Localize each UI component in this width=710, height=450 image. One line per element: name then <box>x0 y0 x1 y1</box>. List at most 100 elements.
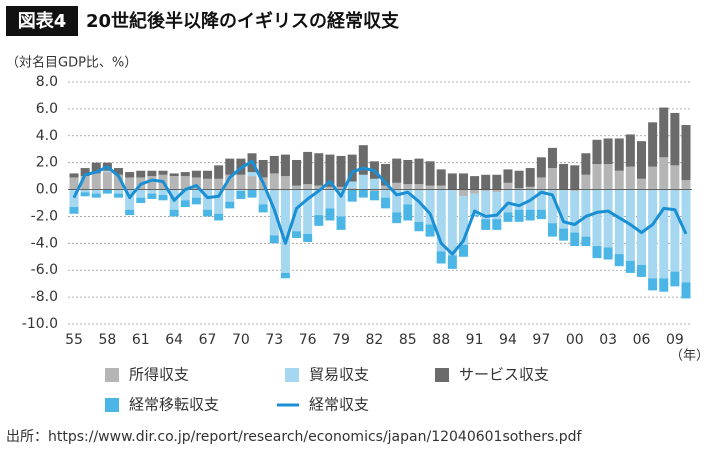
legend-label: 所得収支 <box>129 366 189 384</box>
bar <box>536 177 546 190</box>
bar <box>325 186 335 190</box>
bar <box>114 168 124 175</box>
bar <box>614 254 624 267</box>
bar <box>514 170 524 189</box>
bar <box>414 189 424 222</box>
bar <box>514 209 524 222</box>
bar <box>625 260 635 273</box>
bar <box>614 138 624 171</box>
y-tick-label: 6.0 <box>36 101 58 117</box>
bar <box>314 153 324 186</box>
bar <box>358 174 368 190</box>
bar <box>559 164 569 190</box>
bar <box>636 264 646 277</box>
bar <box>670 165 680 190</box>
bar <box>503 182 513 190</box>
x-tick-label: 85 <box>399 332 417 348</box>
bar <box>180 172 190 177</box>
bar <box>481 174 491 190</box>
bar <box>292 231 302 238</box>
bar <box>547 189 557 224</box>
bar <box>347 181 357 189</box>
bar <box>147 189 157 194</box>
legend-marker <box>105 368 119 382</box>
y-tick-label: -6.0 <box>31 262 58 278</box>
bar <box>125 189 135 210</box>
bar <box>114 193 124 198</box>
bar <box>114 189 124 194</box>
bar <box>325 189 335 209</box>
bar <box>102 170 112 173</box>
bar <box>269 173 279 190</box>
bar <box>525 168 535 187</box>
bar <box>392 182 402 190</box>
bar <box>258 189 268 205</box>
bar <box>69 177 79 190</box>
bar <box>436 189 446 252</box>
bar <box>570 189 580 191</box>
bar <box>303 189 313 234</box>
bar <box>247 172 257 177</box>
legend-marker <box>285 368 299 382</box>
bar <box>525 209 535 221</box>
y-tick-label: 4.0 <box>36 128 58 144</box>
bar <box>681 180 691 190</box>
bar <box>91 189 101 194</box>
bar <box>258 159 268 178</box>
bar <box>280 189 290 273</box>
bar <box>102 189 112 194</box>
bar <box>69 207 79 214</box>
bar <box>414 158 424 185</box>
bar <box>381 164 391 186</box>
bar <box>470 193 480 216</box>
bar <box>236 189 246 191</box>
bar <box>659 107 669 158</box>
bar <box>414 221 424 232</box>
bar <box>147 176 157 190</box>
bar <box>648 166 658 190</box>
bar <box>603 247 613 260</box>
bar <box>358 189 368 198</box>
bar <box>659 157 669 190</box>
bar <box>403 189 413 205</box>
bar <box>191 170 201 178</box>
bar <box>648 189 658 279</box>
bar <box>303 151 313 185</box>
bar <box>458 244 468 257</box>
x-tick-label: 06 <box>633 332 651 348</box>
bar <box>603 189 613 248</box>
bar <box>503 189 513 213</box>
bar <box>525 186 535 190</box>
bar <box>670 189 680 272</box>
x-tick-label: 64 <box>165 332 183 348</box>
bar <box>659 278 669 292</box>
bar <box>214 178 224 190</box>
bar <box>91 162 101 174</box>
bar <box>369 178 379 190</box>
bar <box>80 168 90 177</box>
bar <box>136 197 146 203</box>
bar <box>158 170 168 175</box>
bar <box>470 215 480 217</box>
legend-label: サービス収支 <box>459 366 549 384</box>
bar <box>336 216 346 230</box>
bar <box>125 209 135 216</box>
bar <box>314 215 324 226</box>
bar <box>69 173 79 178</box>
bar <box>536 209 546 220</box>
x-axis-label: （年） <box>670 349 709 364</box>
bar <box>236 174 246 190</box>
bar <box>481 219 491 230</box>
bar <box>280 154 290 177</box>
bar <box>570 232 580 247</box>
line <box>72 159 688 256</box>
y-tick-label: 0.0 <box>36 182 58 198</box>
bar <box>180 176 190 190</box>
bar <box>169 176 179 190</box>
x-tick-label: 55 <box>65 332 83 348</box>
bar <box>125 172 135 178</box>
label-box <box>6 6 78 36</box>
bar <box>147 170 157 177</box>
bar <box>625 134 635 167</box>
bar <box>136 170 146 178</box>
